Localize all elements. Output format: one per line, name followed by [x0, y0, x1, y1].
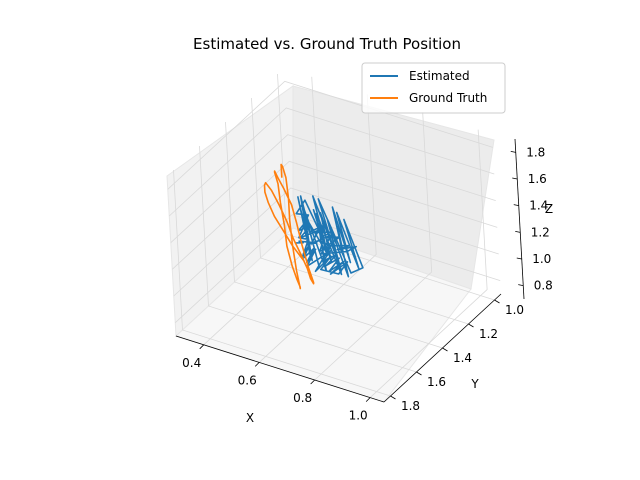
z-tick — [510, 150, 516, 153]
y-tick — [468, 323, 474, 328]
z-axis-line — [514, 138, 525, 300]
y-axis-label: Y — [470, 377, 479, 391]
grid-lines — [167, 73, 501, 398]
legend-label-ground-truth: Ground Truth — [409, 91, 487, 105]
x-tick-label: 0.4 — [182, 356, 201, 370]
y-tick — [494, 299, 500, 304]
z-tick — [513, 204, 519, 207]
z-tick-label: 1.0 — [532, 252, 551, 266]
grid-line-x — [369, 129, 488, 398]
grid-line-y — [277, 73, 495, 301]
z-tick — [516, 257, 522, 260]
x-tick-label: 0.8 — [293, 391, 312, 405]
x-axis-line — [175, 335, 385, 403]
y-tick-label: 1.6 — [427, 375, 446, 389]
grid-line-y — [251, 97, 469, 325]
z-tick-label: 1.4 — [529, 199, 548, 213]
z-tick — [515, 230, 521, 233]
y-tick — [416, 371, 422, 376]
y-tick-label: 1.4 — [453, 351, 472, 365]
x-tick — [199, 344, 205, 350]
y-tick — [442, 347, 448, 352]
grid-line-y — [173, 169, 391, 397]
series-line-estimated — [295, 195, 364, 278]
grid-line-y — [199, 145, 417, 373]
series-line-ground-truth — [263, 163, 315, 290]
y-tick-label: 1.8 — [401, 399, 420, 413]
grid-line-y — [225, 121, 443, 349]
z-tick-label: 0.8 — [534, 279, 553, 293]
y-tick — [390, 395, 396, 400]
x-tick-label: 1.0 — [349, 409, 368, 423]
z-tick-label: 1.2 — [531, 225, 550, 239]
grid-line-z — [174, 214, 501, 323]
grid-line-z — [170, 134, 496, 243]
axis-ticks: 0.4 0.6 0.8 1.0 1.0 1.2 1.4 1.6 1.8 0.8 1.0 1.2 1.4 1… — [182, 145, 553, 422]
z-tick — [512, 177, 518, 180]
y-tick-label: 1.0 — [505, 303, 524, 317]
chart-title: Estimated vs. Ground Truth Position — [193, 35, 461, 53]
x-axis-label: X — [246, 411, 254, 425]
grid-line-z — [173, 187, 499, 297]
series-group — [263, 163, 364, 290]
z-axis-label: Z — [545, 202, 553, 216]
grid-line-z — [168, 107, 495, 217]
x-tick — [365, 397, 371, 402]
x-tick — [310, 379, 315, 385]
z-tick-label: 1.8 — [526, 145, 545, 159]
grid-line-z — [171, 160, 498, 270]
x-tick-label: 0.6 — [238, 373, 257, 387]
grid-line-x — [258, 94, 377, 363]
y-tick-label: 1.2 — [479, 327, 498, 341]
z-tick-label: 1.6 — [528, 172, 547, 186]
legend-label-estimated: Estimated — [409, 69, 470, 83]
x-tick — [254, 362, 260, 367]
legend: Estimated Ground Truth — [361, 62, 506, 114]
grid-line-x — [314, 111, 433, 381]
z-tick — [518, 284, 524, 287]
grid-line-z — [167, 80, 493, 190]
